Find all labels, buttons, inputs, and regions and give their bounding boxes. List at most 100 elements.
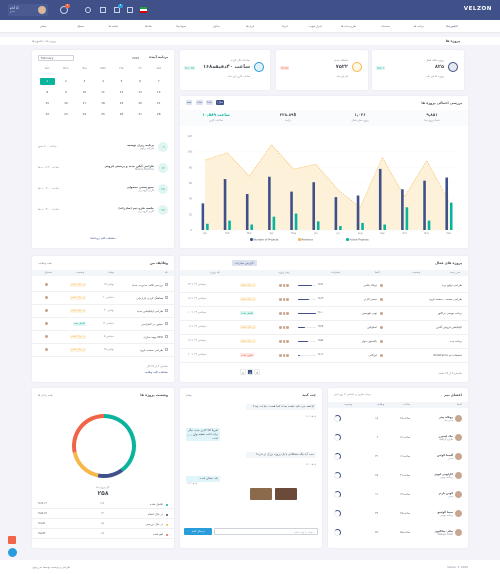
task-checkbox[interactable] <box>165 283 168 286</box>
nav-item[interactable]: فرم ها <box>246 24 254 28</box>
nav-item[interactable]: جداول <box>212 24 220 28</box>
calendar-day[interactable]: 27 <box>138 112 142 116</box>
team-sort-select[interactable]: مرتب سازی بر اساس: ۷ روز اخیر <box>334 393 371 396</box>
table-row[interactable]: جک لیمپرز طراح گرافیک ۱۲ساعت ۶ <box>328 431 468 449</box>
table-row[interactable]: نیکی ساکتون Design Lead ۸۵ساعت ۵۶ <box>328 526 468 544</box>
calendar-day[interactable]: 26 <box>119 112 124 116</box>
nav-item[interactable]: نقشه ها <box>108 24 118 28</box>
nav-item[interactable]: نمودارها <box>176 24 186 28</box>
calendar-day[interactable]: 22 <box>45 112 50 116</box>
calendar-day[interactable]: 6 <box>139 79 142 83</box>
table-row[interactable]: کوین بارتر مدیر ۱۳ساعت ۱۲ <box>328 488 468 506</box>
table-row[interactable]: بهینه سازی SEO ۰۵ دسامبر در حال انجام <box>32 332 174 343</box>
calendar-day[interactable]: 11 <box>101 90 105 94</box>
member-name[interactable]: سینا گوئیتو <box>437 510 453 514</box>
nav-more[interactable]: بیشتر <box>40 24 47 28</box>
month-select[interactable]: February <box>38 55 74 61</box>
calendar-day[interactable]: 28 <box>156 112 161 116</box>
calendar-day[interactable]: 4 <box>102 79 104 83</box>
calendar-day[interactable]: 9 <box>64 90 67 94</box>
project-name[interactable]: Wireframe تحقیقات تم <box>433 353 462 357</box>
calendar-day[interactable]: 17 <box>82 101 87 105</box>
member-name[interactable]: دونالد پیتر <box>439 415 453 419</box>
tasks-filter[interactable]: همه وظایف <box>38 261 52 265</box>
calendar-day[interactable]: 19 <box>119 101 124 105</box>
chat-message-input[interactable]: پیام را وارد کنید... <box>214 528 318 535</box>
table-row[interactable]: Wireframe تحقیقات تم لیزکانی %۱۲ ملتوی شده ۲… <box>180 350 468 362</box>
member-name[interactable]: کارلوس لیونز <box>434 472 453 476</box>
task-checkbox[interactable] <box>165 296 168 299</box>
task-checkbox[interactable] <box>165 322 168 325</box>
member-name[interactable]: کوین بارتر <box>438 491 453 495</box>
calendar-day[interactable]: 10 <box>82 90 87 94</box>
event-title[interactable]: جلسه طرح تیم (صادرات) <box>118 206 154 210</box>
filter-button[interactable]: ۱سال <box>216 100 225 105</box>
task-name[interactable]: طراحی صفحه فرود <box>140 347 163 352</box>
breadcrumb-item[interactable]: داشبوردها <box>32 39 44 43</box>
nav-item[interactable]: احراز هویت <box>308 24 322 28</box>
calendar-day[interactable]: 16 <box>64 101 68 105</box>
task-checkbox[interactable] <box>165 309 168 312</box>
task-name[interactable]: حضور در کنفرانس <box>141 321 163 326</box>
calendar-day[interactable]: 24 <box>82 112 87 116</box>
export-report-button[interactable]: گزارش صادرات <box>232 260 257 266</box>
calendar-day[interactable]: 14 <box>156 90 161 94</box>
task-checkbox[interactable] <box>165 348 168 351</box>
page-button[interactable]: 3 <box>254 369 260 375</box>
task-name[interactable]: طراحی اپلیکیشن جدید <box>136 308 163 313</box>
filter-button[interactable]: ۱ماه <box>196 100 203 105</box>
task-checkbox[interactable] <box>165 335 168 338</box>
calendar-day[interactable]: 20 <box>138 101 142 105</box>
calendar-day[interactable]: 25 <box>101 112 105 116</box>
view-all-events-link[interactable]: مشاهده کلیه رویدادها <box>90 236 116 240</box>
nav-item[interactable]: صفحات <box>380 24 390 28</box>
nav-item[interactable]: اجزاء <box>281 24 288 28</box>
table-row[interactable]: طراحی اپلیکیشن جدید ۳۰ نوامبر در حال انجام <box>32 306 174 317</box>
task-name[interactable]: هماهنگ کردن بازاریابی <box>136 295 163 300</box>
project-name[interactable]: برنامه نویسی تراکتور <box>437 311 462 315</box>
nav-item[interactable]: سطح <box>77 24 84 28</box>
chat-image[interactable] <box>250 488 272 500</box>
breadcrumb-item[interactable]: پروژه ها <box>46 39 57 43</box>
event-title[interactable]: جمع پستی معمولی <box>126 185 154 189</box>
legend-item[interactable]: Revenue <box>298 238 313 242</box>
send-button[interactable]: ارسال کنید <box>184 528 212 535</box>
project-name[interactable]: طراحی صفحه - صفحه فرود <box>429 297 462 301</box>
page-button[interactable]: 2 <box>247 369 253 375</box>
table-row[interactable]: طراحی توابع برند دونالد پالمر %۷۶ در حال ان… <box>180 280 468 292</box>
filter-button[interactable]: ۶ماه <box>206 100 213 105</box>
table-row[interactable]: دونالد پیتر مدیر تیم ۲۸ساعت ۱۸ <box>328 412 468 430</box>
project-name[interactable]: برنامه چت <box>449 339 462 343</box>
table-row[interactable]: هماهنگ کردن بازاریابی ۲۰ دسامبر در حال انج… <box>32 293 174 304</box>
nav-item[interactable]: برنامه ها <box>413 24 424 28</box>
nav-item[interactable]: داشبوردها <box>446 24 458 28</box>
notification-bell-icon[interactable] <box>60 6 68 14</box>
apps-grid-icon[interactable] <box>127 7 133 13</box>
status-filter[interactable]: همه زمان ها <box>38 393 53 397</box>
calendar-day[interactable]: 8 <box>46 90 49 94</box>
calendar-day[interactable]: 15 <box>45 101 50 105</box>
project-name[interactable]: طراحی توابع برند <box>441 283 462 287</box>
table-row[interactable]: طراحی صفحه - صفحه فرود جنیفر کارتر %۶۳ در ح… <box>180 294 468 306</box>
table-row[interactable]: بررسی قالب مدیریت جدید ۲۵ نوامبر در حال ان… <box>32 280 174 291</box>
calendar-day[interactable]: 3 <box>83 79 86 83</box>
event-title[interactable]: برنامه ریزی توسعه <box>127 143 154 147</box>
dark-mode-icon[interactable] <box>85 7 91 13</box>
calendar-day[interactable]: 23 <box>64 112 68 116</box>
calendar-day[interactable]: 1 <box>40 78 55 85</box>
legend-item[interactable]: Active Projects <box>346 238 369 242</box>
calendar-day[interactable]: 2 <box>64 79 67 83</box>
task-name[interactable]: بررسی قالب مدیریت جدید <box>131 282 163 287</box>
calendar-day[interactable]: 5 <box>120 79 123 83</box>
legend-item[interactable]: Number of Projects <box>250 238 278 242</box>
chat-image[interactable] <box>275 488 297 500</box>
nav-item[interactable]: طرح بندی ها <box>341 24 356 28</box>
user-menu[interactable]: آنا آدام مدیر <box>8 4 48 16</box>
table-row[interactable]: کارلوس لیونز برنامه نویس ۳۱ساعت ۲۵ <box>328 469 468 487</box>
view-all-tasks-link[interactable]: مشاهده کلیه وظایف <box>144 370 168 374</box>
member-name[interactable]: آلیسا کوئین <box>436 453 453 457</box>
member-name[interactable]: نیکی ساکتون <box>434 529 453 533</box>
event-title[interactable]: طراحی آیکن جدید و پرسش فروش <box>104 164 154 168</box>
table-row[interactable]: حضور در کنفرانس ۱۲ دسامبر تکمیل شد <box>32 319 174 330</box>
table-row[interactable]: اپلیکیشن فروش آنلاین اسلوکین %۳۹ در حال انج… <box>180 322 468 334</box>
